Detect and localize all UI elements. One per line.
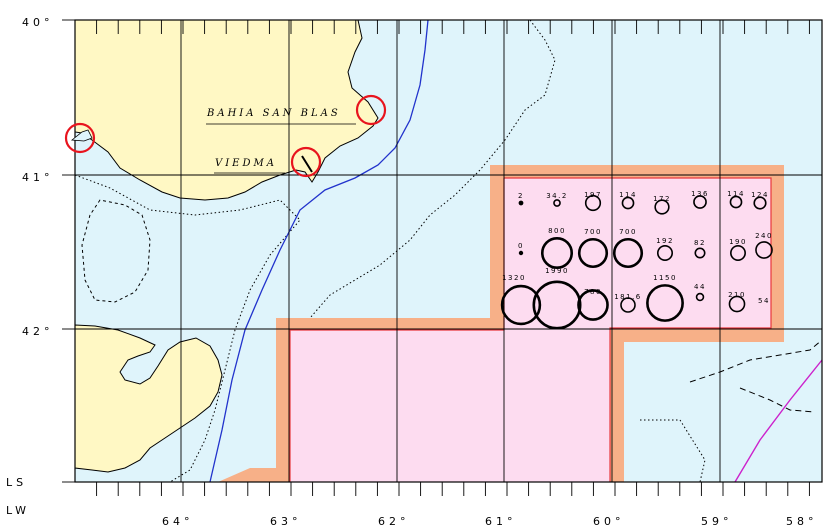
lat-label-41: 41° xyxy=(22,171,54,184)
lon-label-61: 61° xyxy=(485,515,517,528)
lon-axis-name: LW xyxy=(6,504,30,517)
station-bubble xyxy=(540,236,574,270)
station-value-label: 136 xyxy=(691,190,709,198)
station-value-label: 700 xyxy=(584,228,602,236)
station-bubble xyxy=(693,195,707,209)
station-value-label: 800 xyxy=(548,227,566,235)
viedma-river-mouth xyxy=(301,155,313,173)
station-bubble xyxy=(694,247,706,259)
station-bubble xyxy=(577,237,609,269)
lat-label-40: 40° xyxy=(22,16,54,29)
station-value-label: 44 xyxy=(694,283,706,291)
station-value-label: 82 xyxy=(694,239,706,247)
isobath-dashed-east xyxy=(689,339,823,413)
lon-label-62: 62° xyxy=(378,515,410,528)
station-value-label: 1320 xyxy=(502,274,526,282)
station-value-label: 54 xyxy=(758,297,770,305)
station-bubble xyxy=(730,245,746,261)
station-value-label: 2 xyxy=(518,192,524,200)
river-line xyxy=(209,19,429,483)
station-value-label: 0 xyxy=(518,242,524,250)
station-bubble xyxy=(729,195,743,209)
isobath-dotted-coast xyxy=(309,19,556,319)
station-value-label: 114 xyxy=(619,191,637,199)
station-bubble xyxy=(646,284,684,322)
station-value-label: 124 xyxy=(751,191,769,199)
map-frame xyxy=(74,19,823,483)
station-bubble xyxy=(621,196,635,210)
station-bubble xyxy=(755,241,773,259)
station-value-label: 240 xyxy=(755,232,773,240)
station-bubble xyxy=(656,244,674,262)
station-bubble xyxy=(532,280,582,330)
station-bubble xyxy=(612,237,644,269)
station-value-label: 197 xyxy=(584,191,602,199)
land-north xyxy=(74,19,379,201)
isobath-dotted-southeast xyxy=(640,419,706,483)
study-area xyxy=(290,178,771,482)
graticule xyxy=(75,20,822,482)
station-bubble xyxy=(584,194,602,212)
isobath-dotted-west xyxy=(74,174,301,483)
lon-label-58: 58° xyxy=(786,515,818,528)
highlight-circle-west xyxy=(64,122,96,154)
station-bubble xyxy=(577,289,609,321)
station-value-label: 181.6 xyxy=(614,293,642,301)
west-inlet xyxy=(70,129,93,142)
station-value-label: 172 xyxy=(653,195,671,203)
station-value-label: 210 xyxy=(728,291,746,299)
lat-label-42: 42° xyxy=(22,325,54,338)
station-value-label: 114 xyxy=(727,190,745,198)
station-bubble xyxy=(500,284,542,326)
station-value-label: 780 xyxy=(584,288,602,296)
station-value-label: 1150 xyxy=(653,274,677,282)
highlight-circle-bahia-san-blas xyxy=(355,94,387,126)
station-value-label: 192 xyxy=(656,237,674,245)
station-bubble xyxy=(753,196,767,210)
station-bubble xyxy=(728,295,746,313)
place-label-bahia-san-blas: BAHIA SAN BLAS xyxy=(206,108,341,119)
land-south xyxy=(74,324,223,473)
station-bubble xyxy=(553,199,561,207)
lon-label-59: 59° xyxy=(701,515,733,528)
station-bubble xyxy=(620,297,636,313)
station-value-label: 190 xyxy=(729,238,747,246)
highlight-circle-viedma xyxy=(290,146,322,178)
station-value-label: 34.2 xyxy=(546,192,568,200)
lon-label-64: 64° xyxy=(162,515,194,528)
isobath-dashed-west xyxy=(81,199,151,303)
lat-axis-name: LS xyxy=(6,476,27,489)
station-bubble xyxy=(518,200,524,206)
place-label-viedma: VIEDMA xyxy=(215,158,277,169)
station-bubble xyxy=(654,199,670,215)
station-bubble xyxy=(518,250,524,256)
station-value-label: 700 xyxy=(619,228,637,236)
axis-ticks xyxy=(62,19,810,496)
eez-line xyxy=(734,359,823,483)
station-bubbles: 2 34.2 197 114 172 136 114 124 0 800 700 700 192 82 19… xyxy=(500,190,773,330)
station-bubble xyxy=(695,292,705,302)
lon-label-60: 60° xyxy=(593,515,625,528)
station-value-label: 1990 xyxy=(545,267,569,275)
lon-label-63: 63° xyxy=(270,515,302,528)
